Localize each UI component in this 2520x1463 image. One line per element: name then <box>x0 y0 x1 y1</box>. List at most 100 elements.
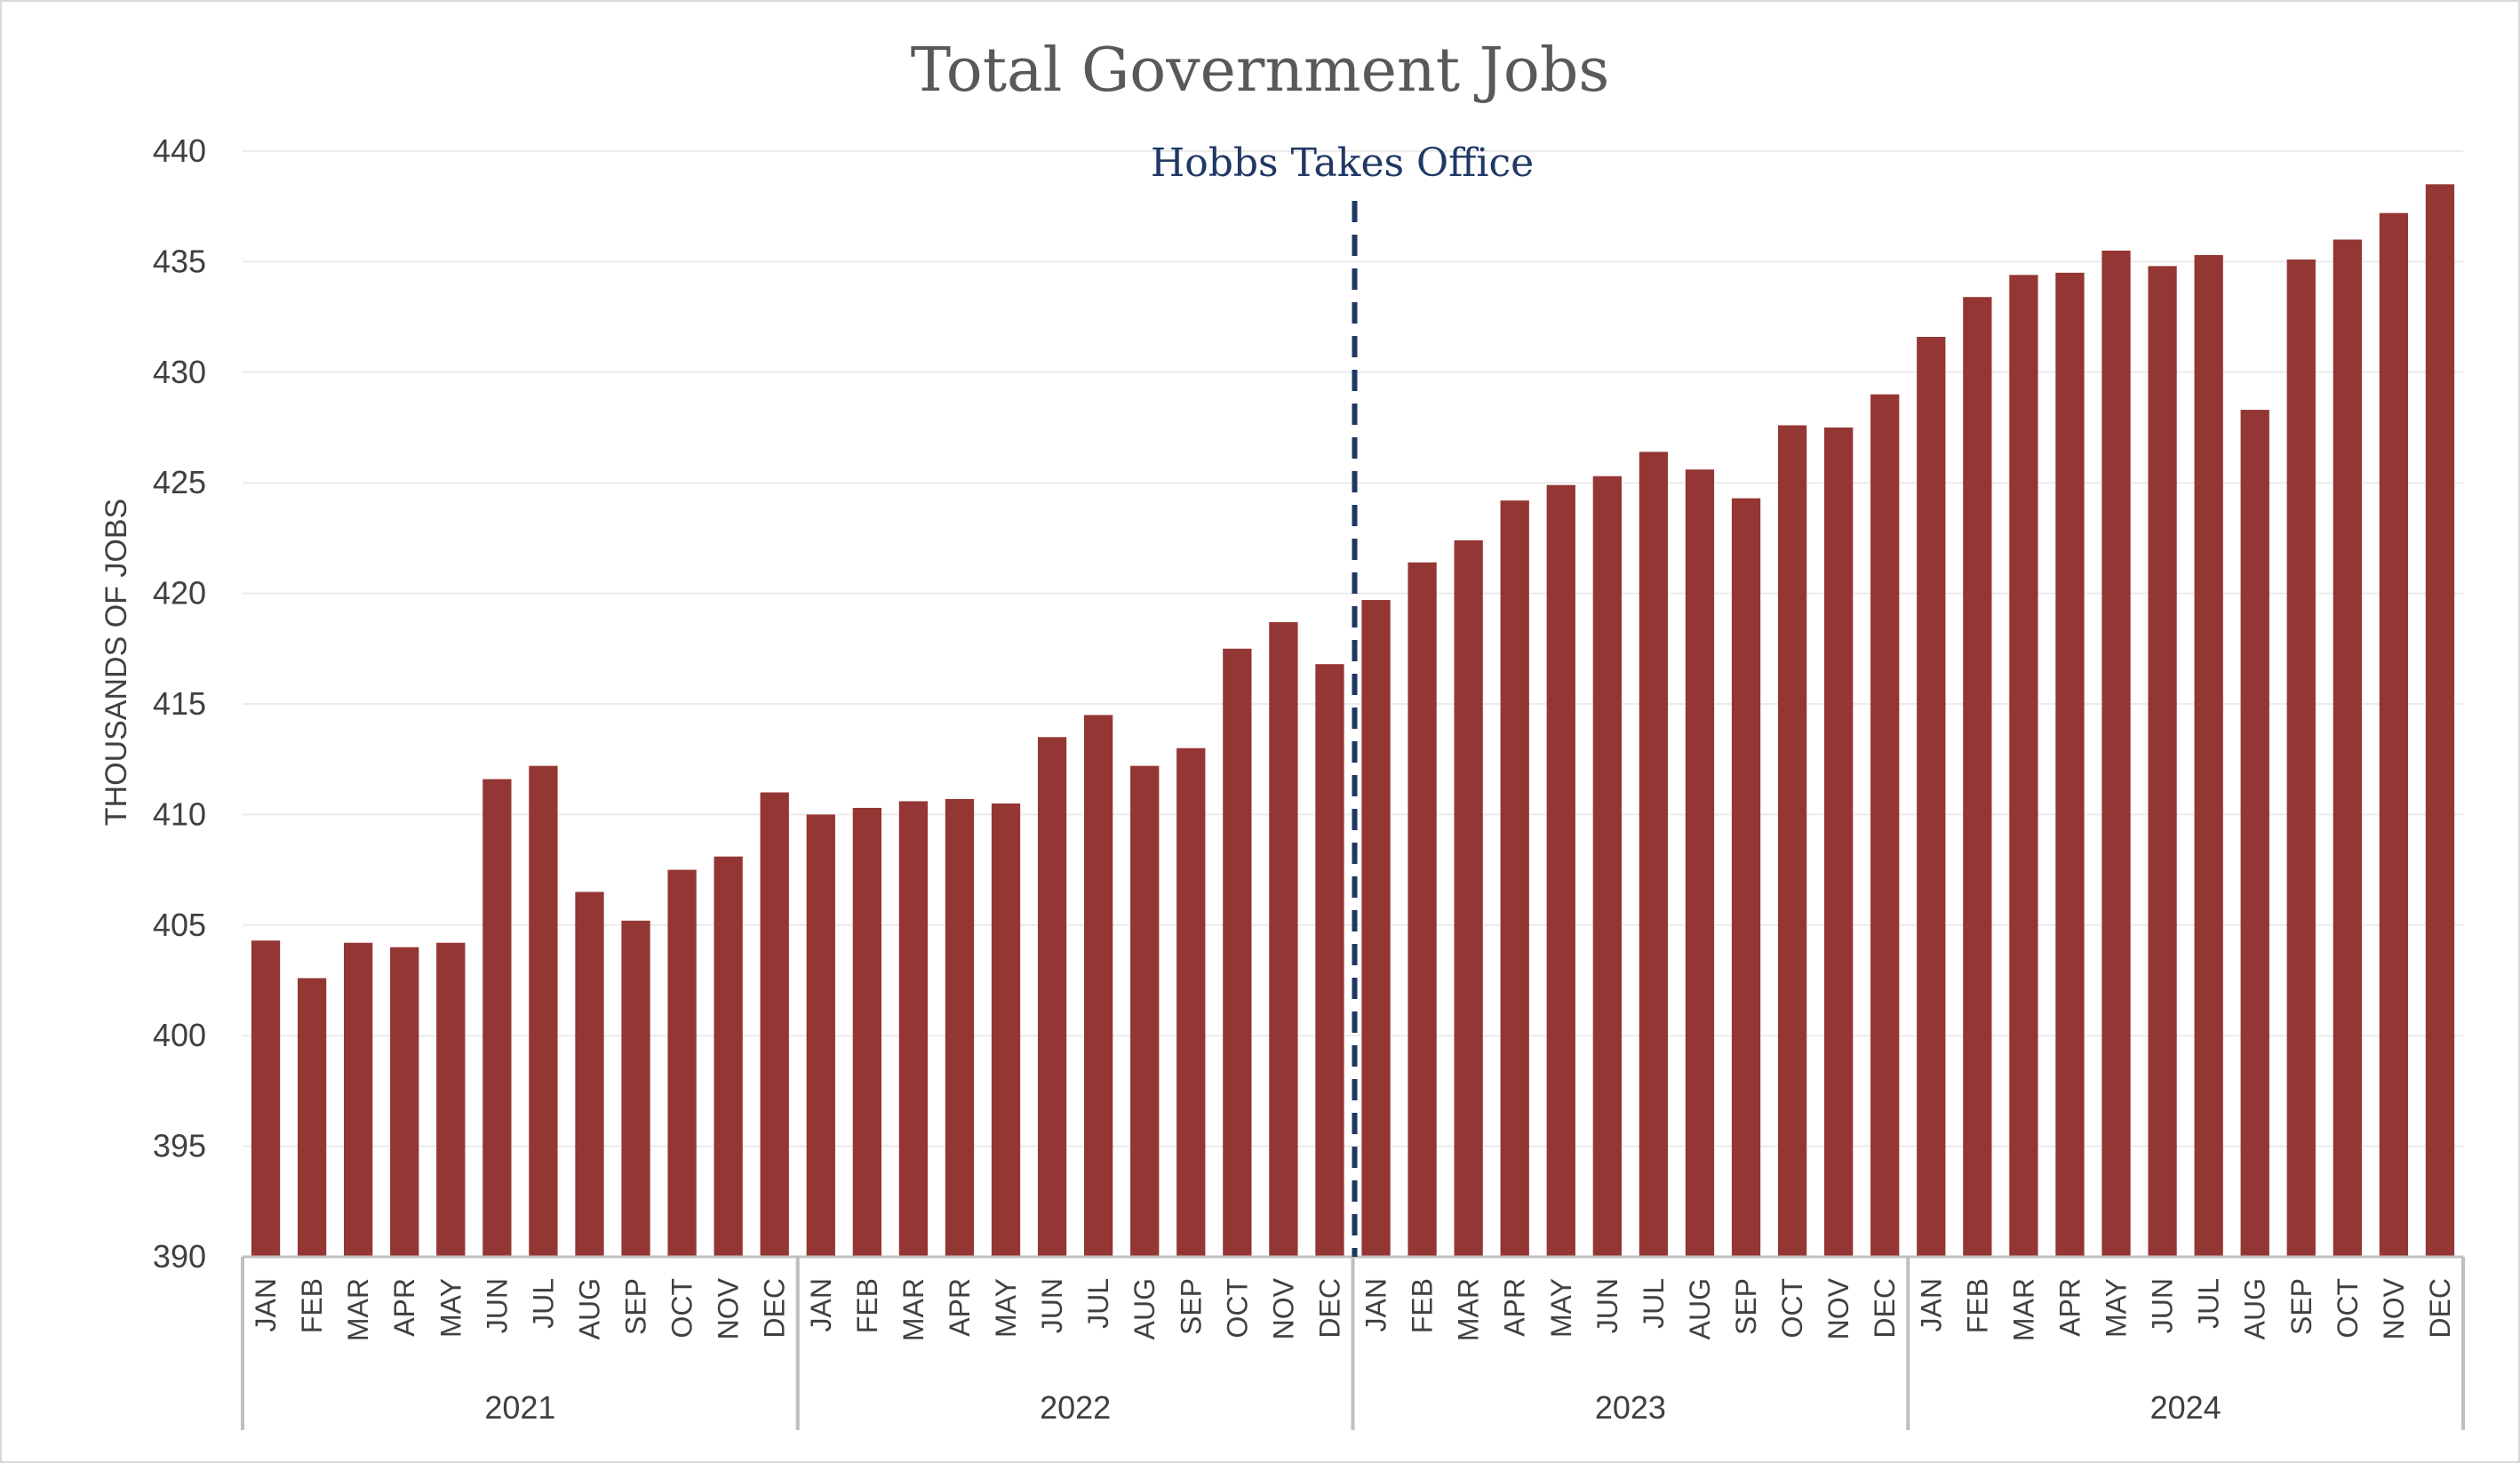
bar <box>1917 336 1946 1258</box>
x-tick-label: FEB <box>296 1278 328 1333</box>
bar <box>344 942 373 1257</box>
x-tick-label: APR <box>388 1278 420 1337</box>
y-tick-label: 410 <box>153 795 206 832</box>
bar <box>2101 250 2131 1258</box>
bar <box>2009 275 2038 1257</box>
x-tick-label: AUG <box>1684 1278 1716 1339</box>
x-tick-label: JUN <box>2147 1278 2179 1333</box>
x-tick-label: OCT <box>1776 1278 1808 1339</box>
bar <box>2286 259 2316 1257</box>
x-tick-label: SEP <box>2285 1278 2317 1335</box>
x-tick-label: JUL <box>1638 1278 1670 1329</box>
x-tick-label: JAN <box>1915 1278 1947 1331</box>
x-tick-label: MAR <box>2007 1278 2039 1341</box>
x-tick-label: MAY <box>2101 1278 2133 1338</box>
bar <box>1870 394 1900 1257</box>
y-tick-label: 395 <box>153 1128 206 1164</box>
chart-title: Total Government Jobs <box>911 36 1610 106</box>
x-tick-label: FEB <box>851 1278 883 1333</box>
bar <box>1685 469 1715 1257</box>
annotation: Hobbs Takes Office <box>1151 140 1534 1257</box>
bar <box>945 798 975 1257</box>
x-tick-label: SEP <box>1175 1278 1207 1335</box>
x-tick-label: DEC <box>2424 1278 2456 1339</box>
bar <box>621 920 650 1257</box>
bar <box>1176 747 1206 1257</box>
bar <box>2333 239 2362 1257</box>
year-label: 2022 <box>1040 1389 1111 1426</box>
x-tick-label: APR <box>2053 1278 2085 1337</box>
x-tick-label: NOV <box>2378 1277 2410 1339</box>
bar <box>991 803 1021 1257</box>
x-tick-label: JAN <box>805 1278 837 1331</box>
x-tick-label: MAY <box>1545 1278 1577 1338</box>
y-tick-label: 440 <box>153 132 206 169</box>
bar <box>482 779 512 1257</box>
bar <box>1454 540 1483 1257</box>
bar <box>2240 410 2269 1257</box>
x-tick-label: MAY <box>990 1278 1022 1338</box>
x-tick-label: AUG <box>1128 1278 1160 1339</box>
x-tick-label: APR <box>1499 1278 1531 1337</box>
x-tick-label: DEC <box>1313 1278 1345 1339</box>
x-tick-label: MAR <box>897 1278 929 1341</box>
x-tick-label: JUL <box>2193 1278 2225 1329</box>
x-tick-label: MAR <box>1453 1278 1485 1341</box>
bar <box>390 947 419 1257</box>
y-tick-label: 405 <box>153 907 206 943</box>
bars <box>251 184 2455 1258</box>
bar <box>1731 498 1761 1257</box>
x-tick-label: AUG <box>2239 1278 2271 1339</box>
bar <box>2425 184 2455 1257</box>
x-tick-label: FEB <box>1407 1278 1439 1333</box>
bar <box>2379 212 2409 1257</box>
bar <box>1546 484 1575 1257</box>
x-tick-label: OCT <box>2332 1278 2364 1339</box>
x-tick-label: JAN <box>250 1278 282 1331</box>
bar <box>667 869 697 1257</box>
x-tick-label: MAR <box>342 1278 374 1341</box>
year-label: 2023 <box>1595 1389 1666 1426</box>
bar <box>1361 600 1391 1257</box>
bar <box>1592 476 1622 1257</box>
bar <box>1777 425 1807 1258</box>
y-tick-label: 415 <box>153 685 206 722</box>
bar <box>1084 715 1113 1257</box>
y-axis-ticks: 390 395 400 405 410 415 420 425 430 435 440 <box>153 132 206 1275</box>
bar <box>2055 272 2085 1258</box>
x-tick-label: JUN <box>1591 1278 1623 1333</box>
x-tick-label: NOV <box>1822 1277 1854 1339</box>
x-tick-label: OCT <box>1221 1278 1253 1339</box>
x-tick-label: FEB <box>1961 1278 1993 1333</box>
bar <box>529 765 558 1257</box>
bar <box>760 792 789 1257</box>
x-tick-label: JUL <box>527 1278 559 1329</box>
y-axis-label: THOUSANDS OF JOBS <box>100 499 133 826</box>
bar <box>1037 737 1067 1257</box>
bar <box>1963 297 1992 1257</box>
year-label: 2024 <box>2150 1389 2221 1426</box>
bar <box>1315 664 1344 1257</box>
bar <box>1223 648 1252 1257</box>
year-label: 2021 <box>484 1389 555 1426</box>
x-tick-label: DEC <box>759 1278 791 1339</box>
bar <box>297 978 327 1257</box>
bar <box>2194 254 2223 1257</box>
x-tick-label: OCT <box>666 1278 698 1339</box>
y-tick-label: 400 <box>153 1017 206 1053</box>
x-axis: JAN FEB MAR APR MAY JUN JUL AUG SEP OCT NOV DEC JAN F… <box>241 1255 2465 1430</box>
bar <box>436 942 466 1257</box>
x-tick-label: MAY <box>435 1278 467 1338</box>
bar <box>806 814 835 1257</box>
x-tick-label: NOV <box>713 1277 745 1339</box>
x-tick-label: SEP <box>1730 1278 1762 1335</box>
x-tick-label: AUG <box>573 1278 605 1339</box>
bar <box>1500 500 1529 1257</box>
x-tick-label: APR <box>944 1278 976 1337</box>
bar <box>1639 452 1669 1257</box>
y-tick-label: 430 <box>153 354 206 390</box>
x-tick-label: JAN <box>1360 1278 1392 1331</box>
bar <box>251 940 281 1257</box>
